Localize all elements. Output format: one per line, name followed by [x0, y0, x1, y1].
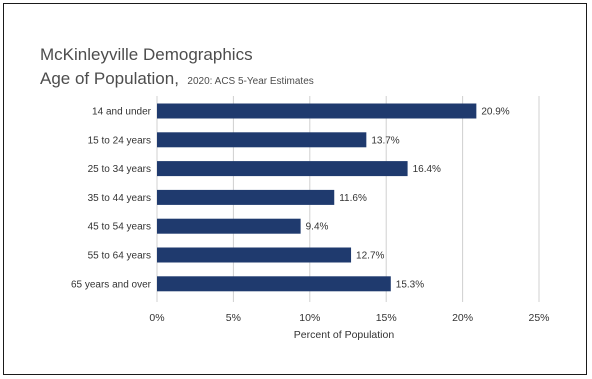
bar — [157, 247, 352, 263]
label-layer: 0% 5% 10% 15% 20% 25% 14 and under 20.9% 15 to 2… — [71, 107, 550, 325]
chart-title: McKinleyville Demographics — [40, 45, 253, 64]
bar — [157, 161, 408, 177]
x-tick-label: 20% — [452, 312, 473, 324]
x-tick-label: 5% — [226, 312, 241, 324]
value-label: 20.9% — [481, 107, 509, 118]
x-tick-label: 10% — [299, 312, 320, 324]
value-label: 15.3% — [396, 279, 424, 290]
bar-layer — [157, 103, 477, 292]
bar — [157, 132, 367, 148]
x-tick-label: 15% — [376, 312, 397, 324]
chart-subtitle-note: 2020: ACS 5-Year Estimates — [187, 76, 313, 87]
category-label: 15 to 24 years — [88, 135, 151, 146]
value-label: 9.4% — [306, 222, 329, 233]
x-tick-label: 0% — [149, 312, 164, 324]
bar — [157, 276, 391, 292]
category-label: 55 to 64 years — [88, 251, 151, 262]
bar-chart: McKinleyville Demographics Age of Popula… — [40, 45, 550, 341]
category-label: 35 to 44 years — [88, 193, 151, 204]
bar — [157, 189, 335, 205]
category-label: 65 years and over — [71, 279, 152, 290]
value-label: 11.6% — [339, 193, 367, 204]
value-label: 16.4% — [413, 164, 441, 175]
category-label: 25 to 34 years — [88, 164, 151, 175]
x-tick-label: 25% — [528, 312, 549, 324]
chart-frame: McKinleyville Demographics Age of Popula… — [3, 3, 587, 375]
value-label: 12.7% — [356, 251, 384, 262]
value-label: 13.7% — [371, 135, 399, 146]
bar — [157, 218, 301, 234]
bar — [157, 103, 477, 119]
x-axis-title: Percent of Population — [294, 329, 395, 341]
category-label: 14 and under — [92, 107, 152, 118]
category-label: 45 to 54 years — [88, 222, 151, 233]
chart-subtitle: Age of Population, 2020: ACS 5-Year Esti… — [40, 69, 314, 88]
chart-subtitle-main: Age of Population, — [40, 69, 179, 88]
